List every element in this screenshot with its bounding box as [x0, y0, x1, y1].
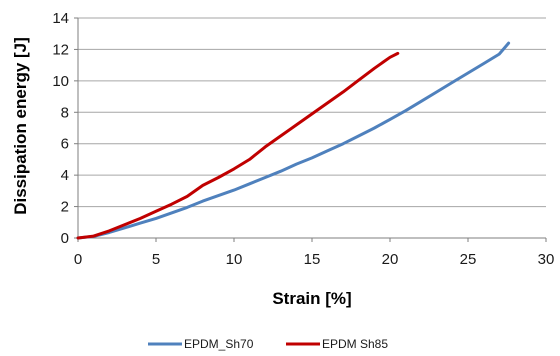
x-tick-label: 30 — [538, 251, 555, 268]
x-tick-label: 20 — [382, 251, 399, 268]
y-tick-label: 14 — [52, 10, 69, 27]
y-axis-title: Dissipation energy [J] — [11, 37, 30, 215]
y-tick-label: 4 — [61, 167, 69, 184]
y-tick-label: 10 — [52, 73, 69, 90]
axes — [74, 17, 547, 242]
x-tick-label: 10 — [226, 251, 243, 268]
legend-label-2: EPDM Sh85 — [322, 337, 388, 351]
legend: EPDM_Sh70 EPDM Sh85 — [148, 337, 388, 351]
grid-lines — [78, 17, 546, 208]
y-tick-label: 6 — [61, 136, 69, 153]
y-tick-label: 8 — [61, 104, 69, 121]
x-tick-labels: 0 5 10 15 20 25 30 — [74, 251, 555, 268]
series-line-2 — [76, 51, 400, 240]
y-tick-label: 12 — [52, 41, 69, 58]
y-tick-label: 0 — [61, 230, 69, 247]
x-tick-label: 5 — [152, 251, 160, 268]
x-tick-label: 25 — [460, 251, 477, 268]
series-line-1 — [76, 41, 511, 240]
x-axis-title: Strain [%] — [272, 289, 351, 308]
y-tick-label: 2 — [61, 199, 69, 216]
x-tick-label: 0 — [74, 251, 82, 268]
x-tick-label: 15 — [304, 251, 321, 268]
series-lines — [76, 41, 511, 240]
y-tick-labels: 0 2 4 6 8 10 12 14 — [52, 10, 69, 247]
legend-label-1: EPDM_Sh70 — [184, 337, 254, 351]
